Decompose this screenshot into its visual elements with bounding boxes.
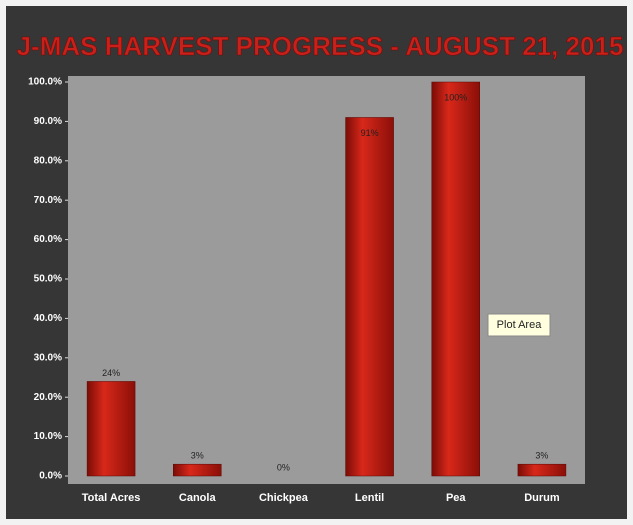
data-label: 91% — [361, 128, 379, 138]
bar — [86, 381, 136, 477]
bar — [517, 463, 567, 477]
tooltip-box — [487, 313, 551, 337]
x-tick-label: Durum — [524, 492, 560, 504]
y-tick-label: 20.0% — [34, 392, 62, 403]
chart-title: J-MAS HARVEST PROGRESS - AUGUST 21, 2015 — [17, 31, 624, 61]
data-label: 0% — [277, 462, 290, 472]
bar — [345, 117, 394, 477]
y-tick-label: 10.0% — [34, 431, 62, 442]
x-tick-label: Pea — [446, 492, 466, 504]
y-tick-label: 30.0% — [34, 352, 62, 363]
x-tick-label: Canola — [179, 492, 217, 504]
x-tick-label: Chickpea — [259, 492, 309, 504]
data-label: 3% — [535, 451, 548, 461]
x-tick-label: Lentil — [355, 492, 384, 504]
data-label: 24% — [102, 368, 120, 378]
y-tick-label: 60.0% — [34, 234, 62, 245]
y-tick-label: 0.0% — [39, 471, 62, 482]
y-tick-label: 80.0% — [34, 155, 62, 166]
data-label: 100% — [444, 92, 467, 102]
bar — [431, 81, 480, 477]
y-tick-label: 40.0% — [34, 313, 62, 324]
bar — [173, 463, 222, 477]
y-tick-label: 90.0% — [34, 116, 62, 127]
data-label: 3% — [191, 451, 204, 461]
tooltip: Plot Area — [497, 319, 543, 331]
x-tick-label: Total Acres — [82, 492, 141, 504]
y-tick-label: 100.0% — [28, 77, 62, 88]
y-tick-label: 70.0% — [34, 195, 62, 206]
plot-area — [68, 76, 585, 484]
y-tick-label: 50.0% — [34, 274, 62, 285]
